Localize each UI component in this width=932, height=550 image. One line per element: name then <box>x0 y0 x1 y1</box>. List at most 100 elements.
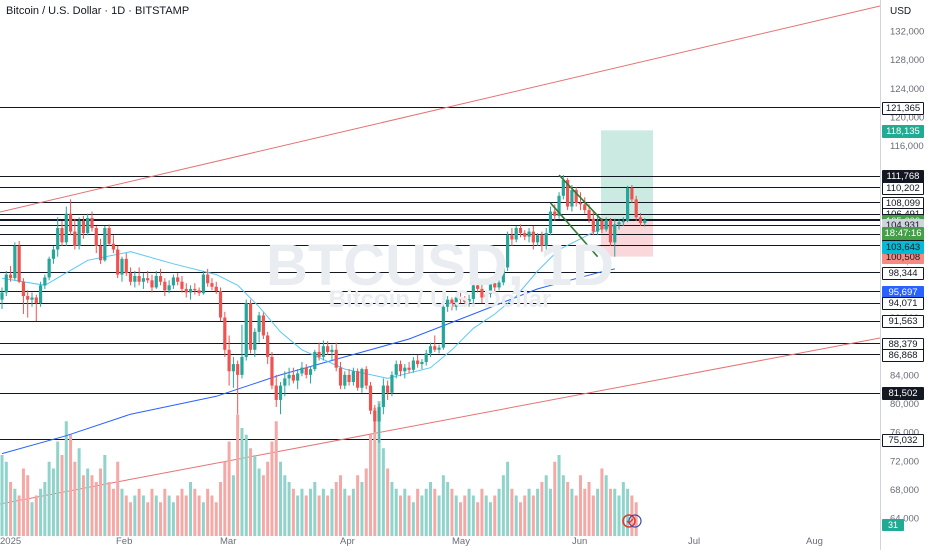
candle-body <box>244 303 248 357</box>
volume-bar <box>197 495 201 536</box>
volume-bar <box>107 482 111 536</box>
candle <box>493 277 497 293</box>
candle-body <box>540 235 544 246</box>
volume-bar <box>523 495 527 536</box>
volume-bar <box>561 475 565 536</box>
candle <box>34 294 38 322</box>
volume-bar <box>493 495 497 536</box>
candle <box>313 349 317 372</box>
flag-upper <box>558 174 603 221</box>
candle <box>373 404 377 433</box>
currency-label[interactable]: USD <box>890 6 912 17</box>
y-tick-label: 84,000 <box>890 370 919 381</box>
candle-body <box>8 274 13 279</box>
candle <box>548 206 553 236</box>
candle <box>347 369 351 386</box>
candle <box>411 356 415 373</box>
candle-body <box>150 280 154 288</box>
volume-bar <box>313 482 317 536</box>
volume-bar <box>369 434 373 536</box>
volume-bar <box>13 488 17 536</box>
candle-body <box>450 299 454 307</box>
volume-bar <box>527 488 531 536</box>
candles[interactable] <box>0 175 647 443</box>
volume-bar <box>321 488 325 536</box>
candle-body <box>30 297 34 300</box>
candle-body <box>488 283 493 294</box>
x-tick-label: Apr <box>340 536 355 547</box>
volume-bar <box>270 441 274 536</box>
candle-body <box>518 228 523 234</box>
candle <box>56 217 60 257</box>
candle-body <box>570 190 574 207</box>
candle-body <box>626 187 630 221</box>
candle-body <box>77 220 81 246</box>
volume-bar <box>257 468 261 536</box>
volume-bar <box>86 468 90 536</box>
candle-body <box>471 285 475 299</box>
candle <box>364 366 368 390</box>
candle-body <box>128 273 133 282</box>
candle <box>308 366 313 384</box>
volume-bar <box>497 488 501 536</box>
volume-bar <box>244 434 248 536</box>
volume-bar <box>223 461 227 536</box>
volume-bar <box>167 495 171 536</box>
price-tag: 118,135 <box>882 124 924 138</box>
candle-body <box>171 277 175 286</box>
candle <box>120 256 124 282</box>
volume-bar <box>137 488 141 536</box>
volume-bar <box>103 455 107 536</box>
candle-body <box>386 385 390 393</box>
candle-body <box>604 220 608 230</box>
volume-bar <box>51 468 55 536</box>
bottom-badge[interactable]: 31 <box>882 519 904 531</box>
volume-bar <box>171 502 175 536</box>
candle <box>321 340 325 361</box>
candle <box>197 287 201 297</box>
volume-bar <box>553 461 557 536</box>
candle-body <box>403 367 407 372</box>
candle <box>497 280 501 291</box>
volume-bar <box>219 482 223 536</box>
candle-body <box>398 364 403 372</box>
replay-icon[interactable] <box>621 512 642 528</box>
candle-body <box>188 288 193 293</box>
volume-bar <box>578 475 582 536</box>
bull-flag <box>549 174 603 258</box>
candle-body <box>587 210 591 219</box>
candle <box>248 299 253 354</box>
sma-short-line <box>1 225 615 379</box>
candle <box>578 192 583 211</box>
volume-bar <box>56 441 60 536</box>
volume-bar <box>0 455 4 536</box>
volume-bar <box>274 421 278 536</box>
volume-bar <box>446 482 450 536</box>
volume-bar <box>283 475 287 536</box>
volume-bar <box>600 468 604 536</box>
volume-bar <box>476 502 480 536</box>
candle-body <box>621 220 625 223</box>
candle-body <box>617 222 621 225</box>
time-axis[interactable]: 2025 Feb Mar Apr May Jun Jul Aug <box>0 536 823 547</box>
volume-bar <box>548 488 552 536</box>
x-tick-label: Aug <box>806 536 823 547</box>
candle-body <box>553 211 557 216</box>
candle <box>634 195 638 221</box>
candle <box>600 218 604 234</box>
volume-bar <box>99 468 103 536</box>
candle <box>188 285 193 300</box>
candle <box>150 274 154 293</box>
candle <box>236 360 240 415</box>
candle <box>583 197 587 214</box>
candle-body <box>248 303 253 350</box>
candle-body <box>163 281 167 291</box>
candle-body <box>497 282 501 288</box>
volume-bar <box>240 428 244 536</box>
volume-bar <box>557 455 561 536</box>
volume-bar <box>111 488 115 536</box>
y-tick-label: 120,000 <box>890 113 924 124</box>
volume-bar <box>454 495 458 536</box>
candle <box>428 342 433 357</box>
